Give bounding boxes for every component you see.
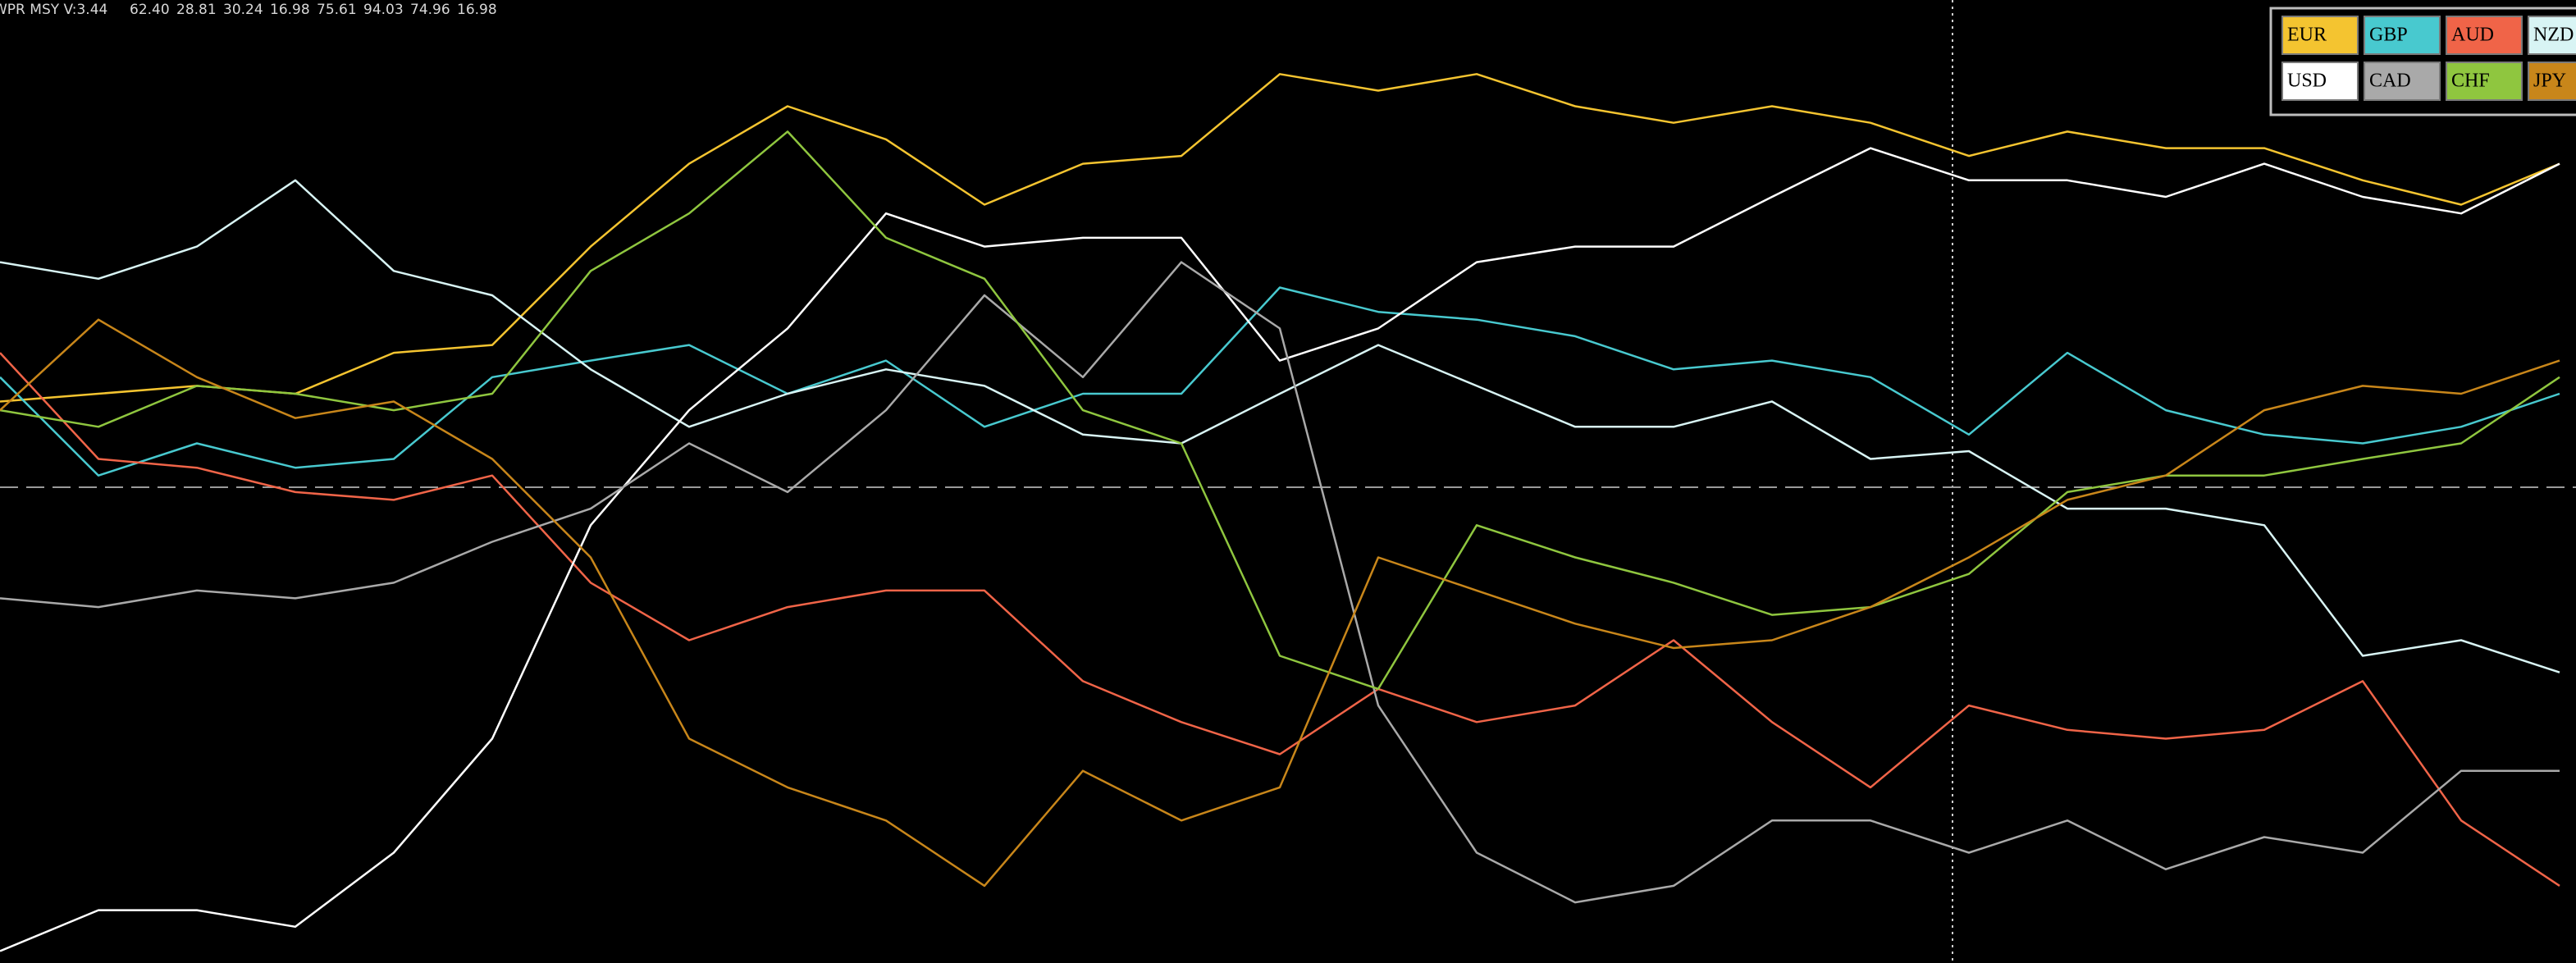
legend-swatch bbox=[2364, 62, 2441, 101]
legend-label: USD bbox=[2287, 71, 2327, 92]
header-value: 62.40 bbox=[130, 2, 170, 18]
header-value: 75.61 bbox=[317, 2, 357, 18]
legend-swatch bbox=[2528, 16, 2576, 55]
series-line bbox=[0, 179, 2560, 673]
series-line bbox=[0, 352, 2560, 887]
header-value: 16.98 bbox=[270, 2, 310, 18]
header-value: 30.24 bbox=[223, 2, 263, 18]
legend: EUR GBP AUD NZD USD CAD CHF JPY bbox=[2269, 7, 2576, 116]
header-value: 16.98 bbox=[457, 2, 497, 18]
legend-label: CAD bbox=[2369, 71, 2411, 92]
legend-label: NZD bbox=[2533, 25, 2574, 46]
legend-label: CHF bbox=[2451, 71, 2490, 92]
series-line bbox=[0, 318, 2560, 888]
header-value: 28.81 bbox=[176, 2, 217, 18]
legend-swatch bbox=[2446, 62, 2523, 101]
legend-swatch bbox=[2281, 16, 2359, 55]
plot-lines bbox=[0, 73, 2576, 952]
legend-label: EUR bbox=[2287, 25, 2327, 46]
legend-swatch bbox=[2364, 16, 2441, 55]
series-line bbox=[0, 286, 2560, 477]
legend-label: JPY bbox=[2533, 71, 2566, 92]
legend-label: GBP bbox=[2369, 25, 2408, 46]
indicator-title: WPR MSY V:3.44 bbox=[0, 2, 107, 18]
header: WPR MSY V:3.44 62.40 28.81 30.24 16.98 75.61 9… bbox=[0, 2, 497, 18]
legend-swatch bbox=[2446, 16, 2523, 55]
series-line bbox=[0, 130, 2560, 691]
series-line bbox=[0, 73, 2560, 403]
legend-swatch bbox=[2281, 62, 2359, 101]
legend-label: AUD bbox=[2451, 25, 2494, 46]
legend-swatch bbox=[2528, 62, 2576, 101]
header-value: 74.96 bbox=[410, 2, 450, 18]
header-value: 94.03 bbox=[363, 2, 404, 18]
series-line bbox=[0, 261, 2560, 904]
series-line bbox=[0, 147, 2560, 952]
